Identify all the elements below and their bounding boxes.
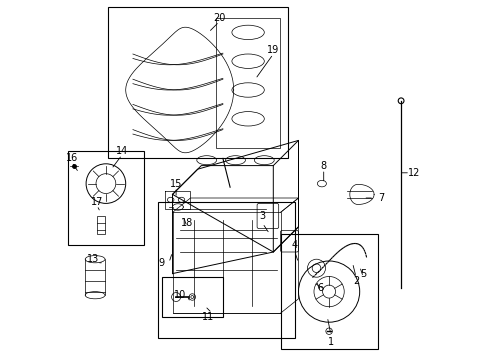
Text: 11: 11 — [202, 312, 214, 322]
Text: 17: 17 — [91, 197, 103, 207]
Bar — [68, 151, 143, 245]
Text: 13: 13 — [87, 254, 99, 264]
Text: 19: 19 — [266, 45, 279, 55]
Text: 10: 10 — [173, 290, 185, 300]
Text: 9: 9 — [158, 258, 164, 268]
Bar — [280, 234, 377, 349]
Text: 1: 1 — [327, 337, 333, 347]
Bar — [158, 202, 294, 338]
Bar — [107, 7, 287, 158]
Text: 12: 12 — [407, 168, 419, 178]
Bar — [215, 18, 280, 148]
Text: 5: 5 — [360, 269, 366, 279]
Text: 16: 16 — [65, 153, 78, 163]
Text: 14: 14 — [116, 146, 128, 156]
Text: 4: 4 — [291, 240, 297, 250]
Text: 20: 20 — [213, 13, 225, 23]
Text: 6: 6 — [316, 283, 323, 293]
Bar — [97, 216, 104, 234]
Text: 2: 2 — [352, 276, 359, 286]
Text: 15: 15 — [169, 179, 182, 189]
Text: 8: 8 — [320, 161, 326, 171]
Text: 18: 18 — [181, 218, 193, 228]
Text: 7: 7 — [377, 193, 384, 203]
Bar — [162, 277, 223, 317]
Text: 3: 3 — [259, 211, 265, 221]
